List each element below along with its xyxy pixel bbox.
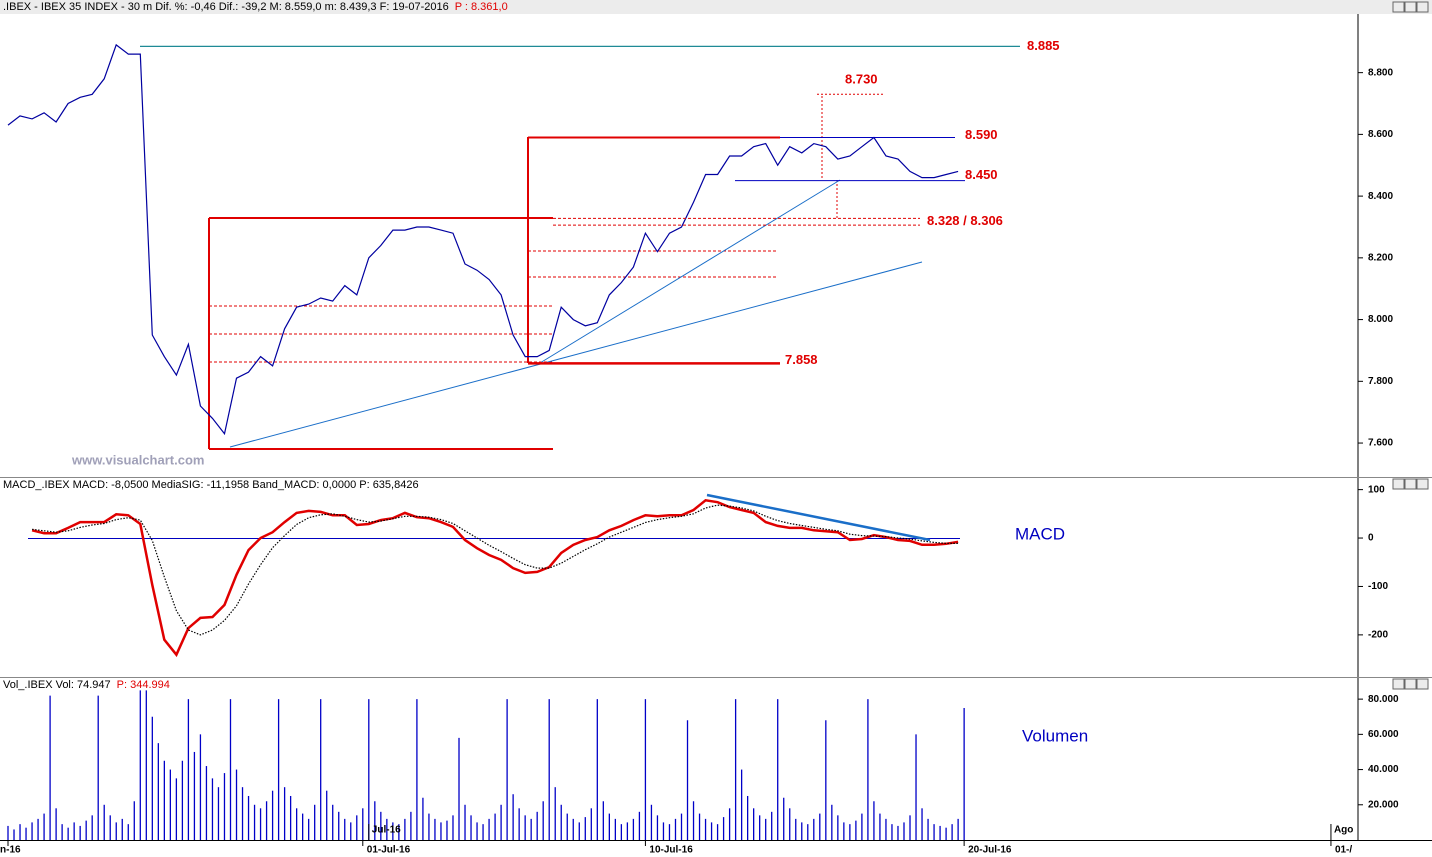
y-tick-label: 7.600: [1368, 438, 1393, 449]
y-tick-label: 100: [1368, 484, 1385, 495]
window-buttons[interactable]: [1392, 1, 1429, 690]
y-tick-label: -100: [1368, 581, 1388, 592]
button-max[interactable]: [1404, 1, 1417, 13]
button-min[interactable]: [1392, 1, 1405, 13]
level-label: 8.590: [965, 127, 998, 142]
button-min[interactable]: [1392, 478, 1405, 490]
panel-label: MACD: [1015, 524, 1065, 543]
x-tick-label: 20-Jul-16: [968, 845, 1012, 856]
panel-title: MACD_.IBEX MACD: -8,0500 MediaSIG: -11,1…: [3, 479, 419, 491]
trendline: [229, 261, 923, 448]
button-max[interactable]: [1404, 478, 1417, 490]
panel-title: Vol_.IBEX Vol: 74.947: [3, 679, 111, 691]
y-tick-label: 40.000: [1368, 764, 1399, 775]
button-close[interactable]: [1416, 1, 1429, 13]
watermark: www.visualchart.com: [71, 452, 204, 467]
panel-subtitle: P : 8.361,0: [455, 1, 508, 13]
x-tick-label: n-16: [0, 845, 21, 856]
trendline: [539, 179, 841, 364]
panel-title: .IBEX - IBEX 35 INDEX - 30 m Dif. %: -0,…: [3, 1, 449, 13]
x-tick-label: 10-Jul-16: [649, 845, 693, 856]
series-line: [7, 43, 959, 436]
y-tick-label: 8.400: [1368, 191, 1393, 202]
panel-label: Volumen: [1022, 726, 1088, 745]
level-label: 8.450: [965, 167, 998, 182]
x-minor-tick-label: Ago: [1334, 825, 1353, 836]
panel-subtitle: P: 344.994: [117, 679, 170, 691]
y-tick-label: -200: [1368, 630, 1388, 641]
y-tick-label: 8.000: [1368, 314, 1393, 325]
x-tick-label: 01-Jul-16: [367, 845, 411, 856]
level-label: 7.858: [785, 352, 818, 367]
y-tick-label: 8.200: [1368, 252, 1393, 263]
drawings: [28, 96, 960, 542]
y-tick-label: 0: [1368, 533, 1374, 544]
y-tick-label: 20.000: [1368, 799, 1399, 810]
y-tick-label: 80.000: [1368, 694, 1399, 705]
button-close[interactable]: [1416, 678, 1429, 690]
level-label: 8.730: [845, 72, 878, 87]
x-minor-tick-label: Jul-16: [372, 825, 401, 836]
series-line: [31, 498, 959, 658]
button-min[interactable]: [1392, 678, 1405, 690]
y-tick-label: 8.800: [1368, 67, 1393, 78]
macd-trendline: [706, 493, 931, 542]
y-tick-label: 7.800: [1368, 376, 1393, 387]
level-label: 8.328 / 8.306: [927, 213, 1003, 228]
button-max[interactable]: [1404, 678, 1417, 690]
level-label: 8.885: [1027, 38, 1060, 53]
header-bar: [0, 0, 1432, 14]
y-tick-label: 60.000: [1368, 729, 1399, 740]
x-tick-label: 01-/: [1335, 845, 1352, 856]
y-tick-label: 8.600: [1368, 129, 1393, 140]
button-close[interactable]: [1416, 478, 1429, 490]
